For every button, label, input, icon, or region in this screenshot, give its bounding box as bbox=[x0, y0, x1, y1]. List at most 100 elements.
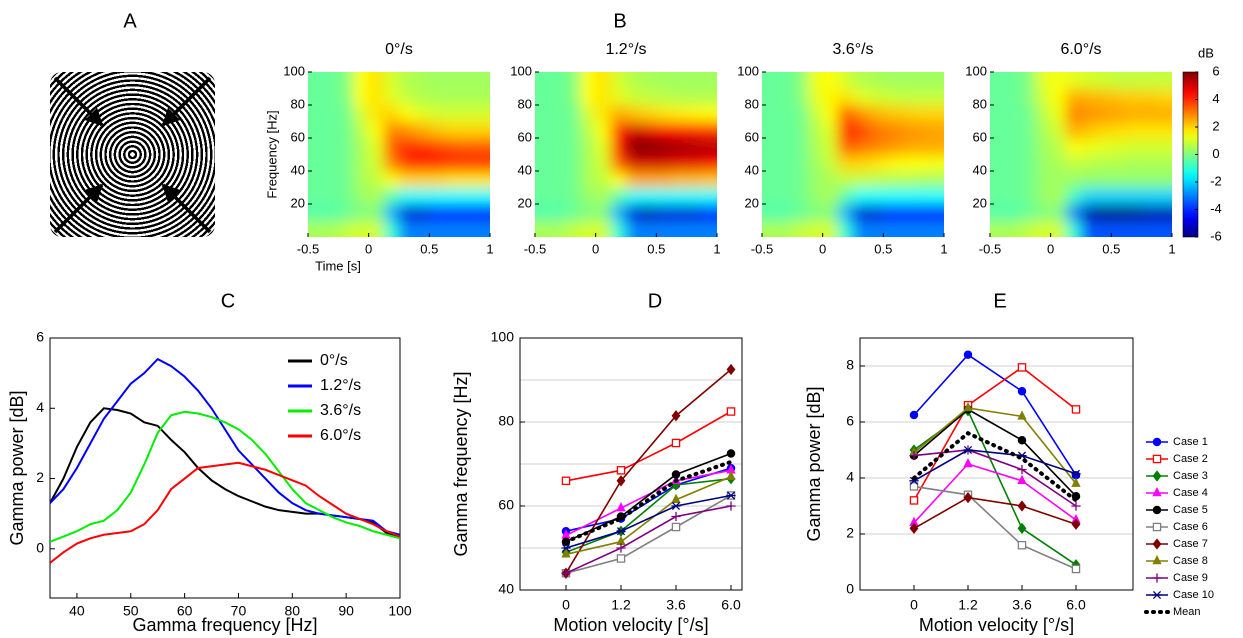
y-tick-label: 20 bbox=[745, 195, 759, 210]
heatmap-cell bbox=[1081, 220, 1097, 237]
y-tick-label: 2 bbox=[846, 525, 854, 541]
heatmap-cell bbox=[565, 105, 582, 123]
marker bbox=[1071, 405, 1081, 414]
heatmap-cell bbox=[928, 121, 944, 139]
heatmap-cell bbox=[383, 88, 400, 106]
heatmap-cell bbox=[868, 187, 884, 205]
heatmap-cell bbox=[701, 72, 717, 90]
panel-label: B bbox=[613, 10, 626, 32]
heatmap-cell bbox=[429, 88, 446, 106]
heatmap-cell bbox=[641, 88, 657, 106]
heatmap-cell bbox=[701, 220, 717, 237]
heatmap-cell bbox=[550, 105, 566, 123]
heatmap-cell bbox=[565, 220, 582, 237]
heatmap-cell bbox=[338, 204, 355, 222]
heatmap-cell bbox=[580, 204, 597, 222]
heatmap-cell bbox=[399, 88, 415, 106]
heatmap-cell bbox=[550, 204, 566, 222]
heatmap-cell bbox=[414, 72, 430, 90]
legend-label: 6.0°/s bbox=[320, 427, 361, 444]
heatmap-cell bbox=[898, 204, 915, 222]
y-tick-label: 0 bbox=[846, 581, 854, 597]
heatmap-cell bbox=[913, 72, 930, 90]
heatmap-cell bbox=[777, 220, 793, 237]
heatmap-cells bbox=[990, 72, 1172, 237]
heatmap-cell bbox=[792, 121, 809, 139]
heatmap-cell bbox=[338, 72, 355, 90]
heatmap-cell bbox=[550, 171, 566, 189]
heatmap-cell bbox=[853, 154, 869, 172]
heatmap-cell bbox=[777, 105, 793, 123]
heatmap-cell bbox=[1005, 220, 1021, 237]
heatmap-cell bbox=[822, 220, 839, 237]
y-tick-label: 80 bbox=[498, 413, 514, 429]
series-line bbox=[913, 449, 1077, 507]
colorbar-tick-label: 6 bbox=[1212, 63, 1219, 78]
heatmap-cell bbox=[883, 220, 900, 237]
heatmap bbox=[308, 72, 490, 237]
legend-label: Case 9 bbox=[1173, 572, 1208, 584]
heatmap-cell bbox=[1065, 154, 1082, 172]
heatmap-cell bbox=[792, 88, 809, 106]
panel-label: A bbox=[123, 10, 137, 32]
marker bbox=[561, 568, 571, 578]
heatmap-cell bbox=[792, 204, 809, 222]
heatmap-cell bbox=[1111, 154, 1128, 172]
series-line bbox=[50, 461, 400, 564]
heatmap-cell bbox=[1020, 105, 1037, 123]
heatmap-cell bbox=[898, 105, 915, 123]
legend-label: 0°/s bbox=[320, 352, 348, 369]
marker bbox=[1071, 469, 1081, 478]
heatmap-cell bbox=[1126, 138, 1143, 156]
heatmap-cell bbox=[777, 88, 793, 106]
heatmap-cell bbox=[368, 154, 385, 172]
marker bbox=[671, 410, 681, 422]
heatmap-cell bbox=[913, 121, 930, 139]
y-axis-label: Gamma power [dB] bbox=[804, 386, 824, 541]
heatmap-cell bbox=[414, 187, 430, 205]
heatmap-cell bbox=[1141, 121, 1158, 139]
heatmap-cell bbox=[701, 187, 717, 205]
heatmap-cell bbox=[383, 204, 400, 222]
heatmap-cell bbox=[444, 204, 461, 222]
heatmap-cell bbox=[565, 154, 582, 172]
heatmap-cell bbox=[1111, 187, 1128, 205]
marker bbox=[616, 502, 626, 512]
heatmap-cell bbox=[1141, 204, 1158, 222]
axes-frame bbox=[49, 337, 401, 599]
heatmap-cell bbox=[1065, 138, 1082, 156]
heatmap-cell bbox=[338, 121, 355, 139]
heatmap-cell bbox=[323, 171, 339, 189]
panel-label: D bbox=[648, 290, 662, 312]
heatmap-cell bbox=[990, 88, 1006, 106]
heatmap-cell bbox=[1096, 138, 1112, 156]
heatmap-cell bbox=[641, 72, 657, 90]
x-tick-label: 40 bbox=[69, 603, 85, 619]
heatmap-cell bbox=[807, 72, 824, 90]
heatmap-cell bbox=[353, 187, 370, 205]
x-tick-label: 1 bbox=[486, 241, 493, 256]
x-axis-label: Gamma frequency [Hz] bbox=[132, 615, 317, 635]
heatmap-cell bbox=[444, 187, 461, 205]
heatmap-cell bbox=[353, 72, 370, 90]
heatmap-cell bbox=[1111, 171, 1128, 189]
heatmap-cell bbox=[323, 105, 339, 123]
heatmap-cell bbox=[1096, 105, 1112, 123]
heatmap-cell bbox=[353, 171, 370, 189]
heatmap-cell bbox=[898, 171, 915, 189]
heatmap-cell bbox=[535, 154, 551, 172]
heatmap-cell bbox=[883, 121, 900, 139]
y-tick-label: 20 bbox=[973, 195, 987, 210]
y-tick-label: 6 bbox=[36, 329, 44, 345]
heatmap bbox=[535, 72, 717, 237]
x-tick-label: 70 bbox=[231, 603, 247, 619]
colorbar-tick-label: 0 bbox=[1212, 146, 1219, 161]
heatmap-cell bbox=[928, 171, 944, 189]
marker bbox=[963, 457, 973, 468]
heatmap-cell bbox=[1126, 204, 1143, 222]
heatmap-cell bbox=[1050, 105, 1067, 123]
heatmap-cell bbox=[1050, 138, 1067, 156]
heatmap-cell bbox=[1111, 105, 1128, 123]
heatmap-cell bbox=[610, 204, 627, 222]
heatmap-cell bbox=[1126, 171, 1143, 189]
